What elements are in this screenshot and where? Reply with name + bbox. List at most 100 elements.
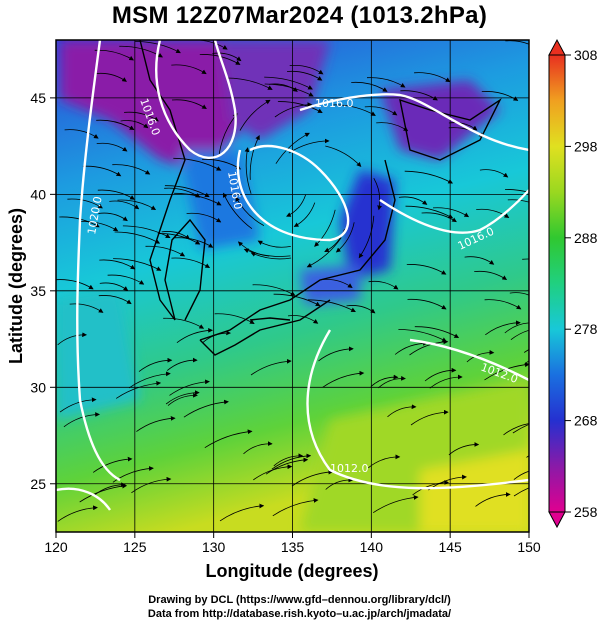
streamline [505, 40, 529, 45]
streamline [412, 480, 450, 496]
streamline [351, 81, 388, 92]
streamline [286, 194, 306, 217]
coastlines [139, 40, 502, 356]
colorbar-bar [548, 54, 566, 513]
streamline [64, 129, 99, 139]
streamline [93, 482, 126, 497]
streamline [112, 164, 151, 175]
streamline [398, 196, 428, 205]
footer-credit-drawing: Drawing by DCL (https://www.gfd–dennou.o… [148, 594, 451, 606]
streamline [513, 487, 529, 497]
y-axis-label: Latitude (degrees) [6, 208, 26, 364]
colorbar-tick-label: 308 [574, 47, 598, 63]
streamline [271, 453, 312, 470]
streamline [96, 119, 135, 131]
streamline [512, 423, 529, 434]
streamline [128, 371, 171, 389]
streamline [387, 404, 417, 418]
streamline [92, 456, 133, 473]
streamline [190, 40, 228, 50]
streamline [117, 199, 157, 211]
streamline [119, 45, 163, 58]
x-axis-ticks: 120 125 130 135 140 145 150 [44, 532, 541, 555]
streamline [114, 231, 161, 244]
streamline [475, 492, 511, 507]
streamline [69, 303, 104, 313]
colorbar: 258 268 278 288 298 308 [548, 38, 598, 529]
x-tick-label: 150 [517, 539, 541, 555]
streamline [99, 282, 129, 291]
streamline [448, 442, 480, 456]
streamline [366, 77, 406, 88]
streamline [163, 317, 205, 329]
streamline [307, 299, 356, 312]
streamline [264, 76, 313, 90]
streamline [414, 326, 460, 338]
streamline [169, 379, 210, 396]
streamline [98, 212, 128, 222]
x-axis-label: Longitude (degrees) [205, 561, 378, 581]
streamline [464, 256, 495, 265]
streamline [405, 205, 454, 219]
colorbar-tick-label: 288 [574, 230, 598, 246]
colorbar-min-arrow [548, 511, 566, 529]
streamline [244, 147, 252, 194]
streamline [174, 192, 222, 206]
pressure-contours [56, 40, 529, 511]
streamline [166, 357, 198, 371]
streamline [237, 241, 270, 257]
streamline [448, 122, 478, 131]
streamline [484, 299, 522, 310]
streamline [113, 258, 162, 271]
footer-credit-data: Data from http://database.rish.kyoto–u.a… [147, 608, 452, 620]
colorbar-tick-label: 278 [574, 321, 598, 337]
streamline [306, 237, 342, 268]
streamline [265, 457, 309, 475]
streamline [253, 464, 293, 481]
contour-label: 1016.0 [315, 97, 354, 110]
streamline [131, 476, 172, 494]
streamline [474, 270, 508, 281]
streamline [507, 199, 529, 203]
streamline [99, 259, 136, 270]
x-tick-label: 130 [202, 539, 226, 555]
streamline [372, 495, 419, 514]
streamline [485, 320, 521, 336]
streamline [67, 198, 103, 209]
map-title: MSM 12Z07Mar2024 (1013.2hPa) [111, 2, 488, 29]
streamline [503, 423, 529, 436]
contour-label: 1012.0 [330, 462, 369, 475]
streamline [272, 498, 319, 517]
streamline [346, 305, 376, 314]
lat-lon-grid [56, 40, 529, 532]
streamline [368, 454, 401, 469]
colorbar-max-arrow [548, 38, 566, 56]
colorbar-tick-label: 298 [574, 138, 598, 154]
streamline [325, 145, 362, 167]
streamline [171, 99, 207, 110]
streamline [95, 72, 127, 82]
streamline [424, 367, 457, 382]
streamline [145, 245, 186, 257]
streamline [214, 313, 255, 325]
streamline [222, 192, 253, 230]
y-tick-label: 25 [30, 476, 46, 492]
streamline [510, 329, 529, 341]
streamline [370, 374, 399, 387]
streamline [432, 207, 470, 218]
y-axis-ticks: 25 30 35 40 45 [30, 90, 56, 492]
streamline [314, 209, 336, 247]
streamline [373, 178, 382, 211]
streamline [96, 142, 128, 152]
streamline [123, 111, 159, 122]
streamline [324, 228, 345, 252]
streamline [479, 169, 509, 178]
streamline [378, 375, 406, 389]
streamline [332, 104, 376, 116]
streamline [252, 284, 296, 296]
x-tick-label: 145 [438, 539, 462, 555]
streamline [287, 315, 319, 324]
streamline [225, 77, 273, 90]
streamline [466, 350, 495, 363]
